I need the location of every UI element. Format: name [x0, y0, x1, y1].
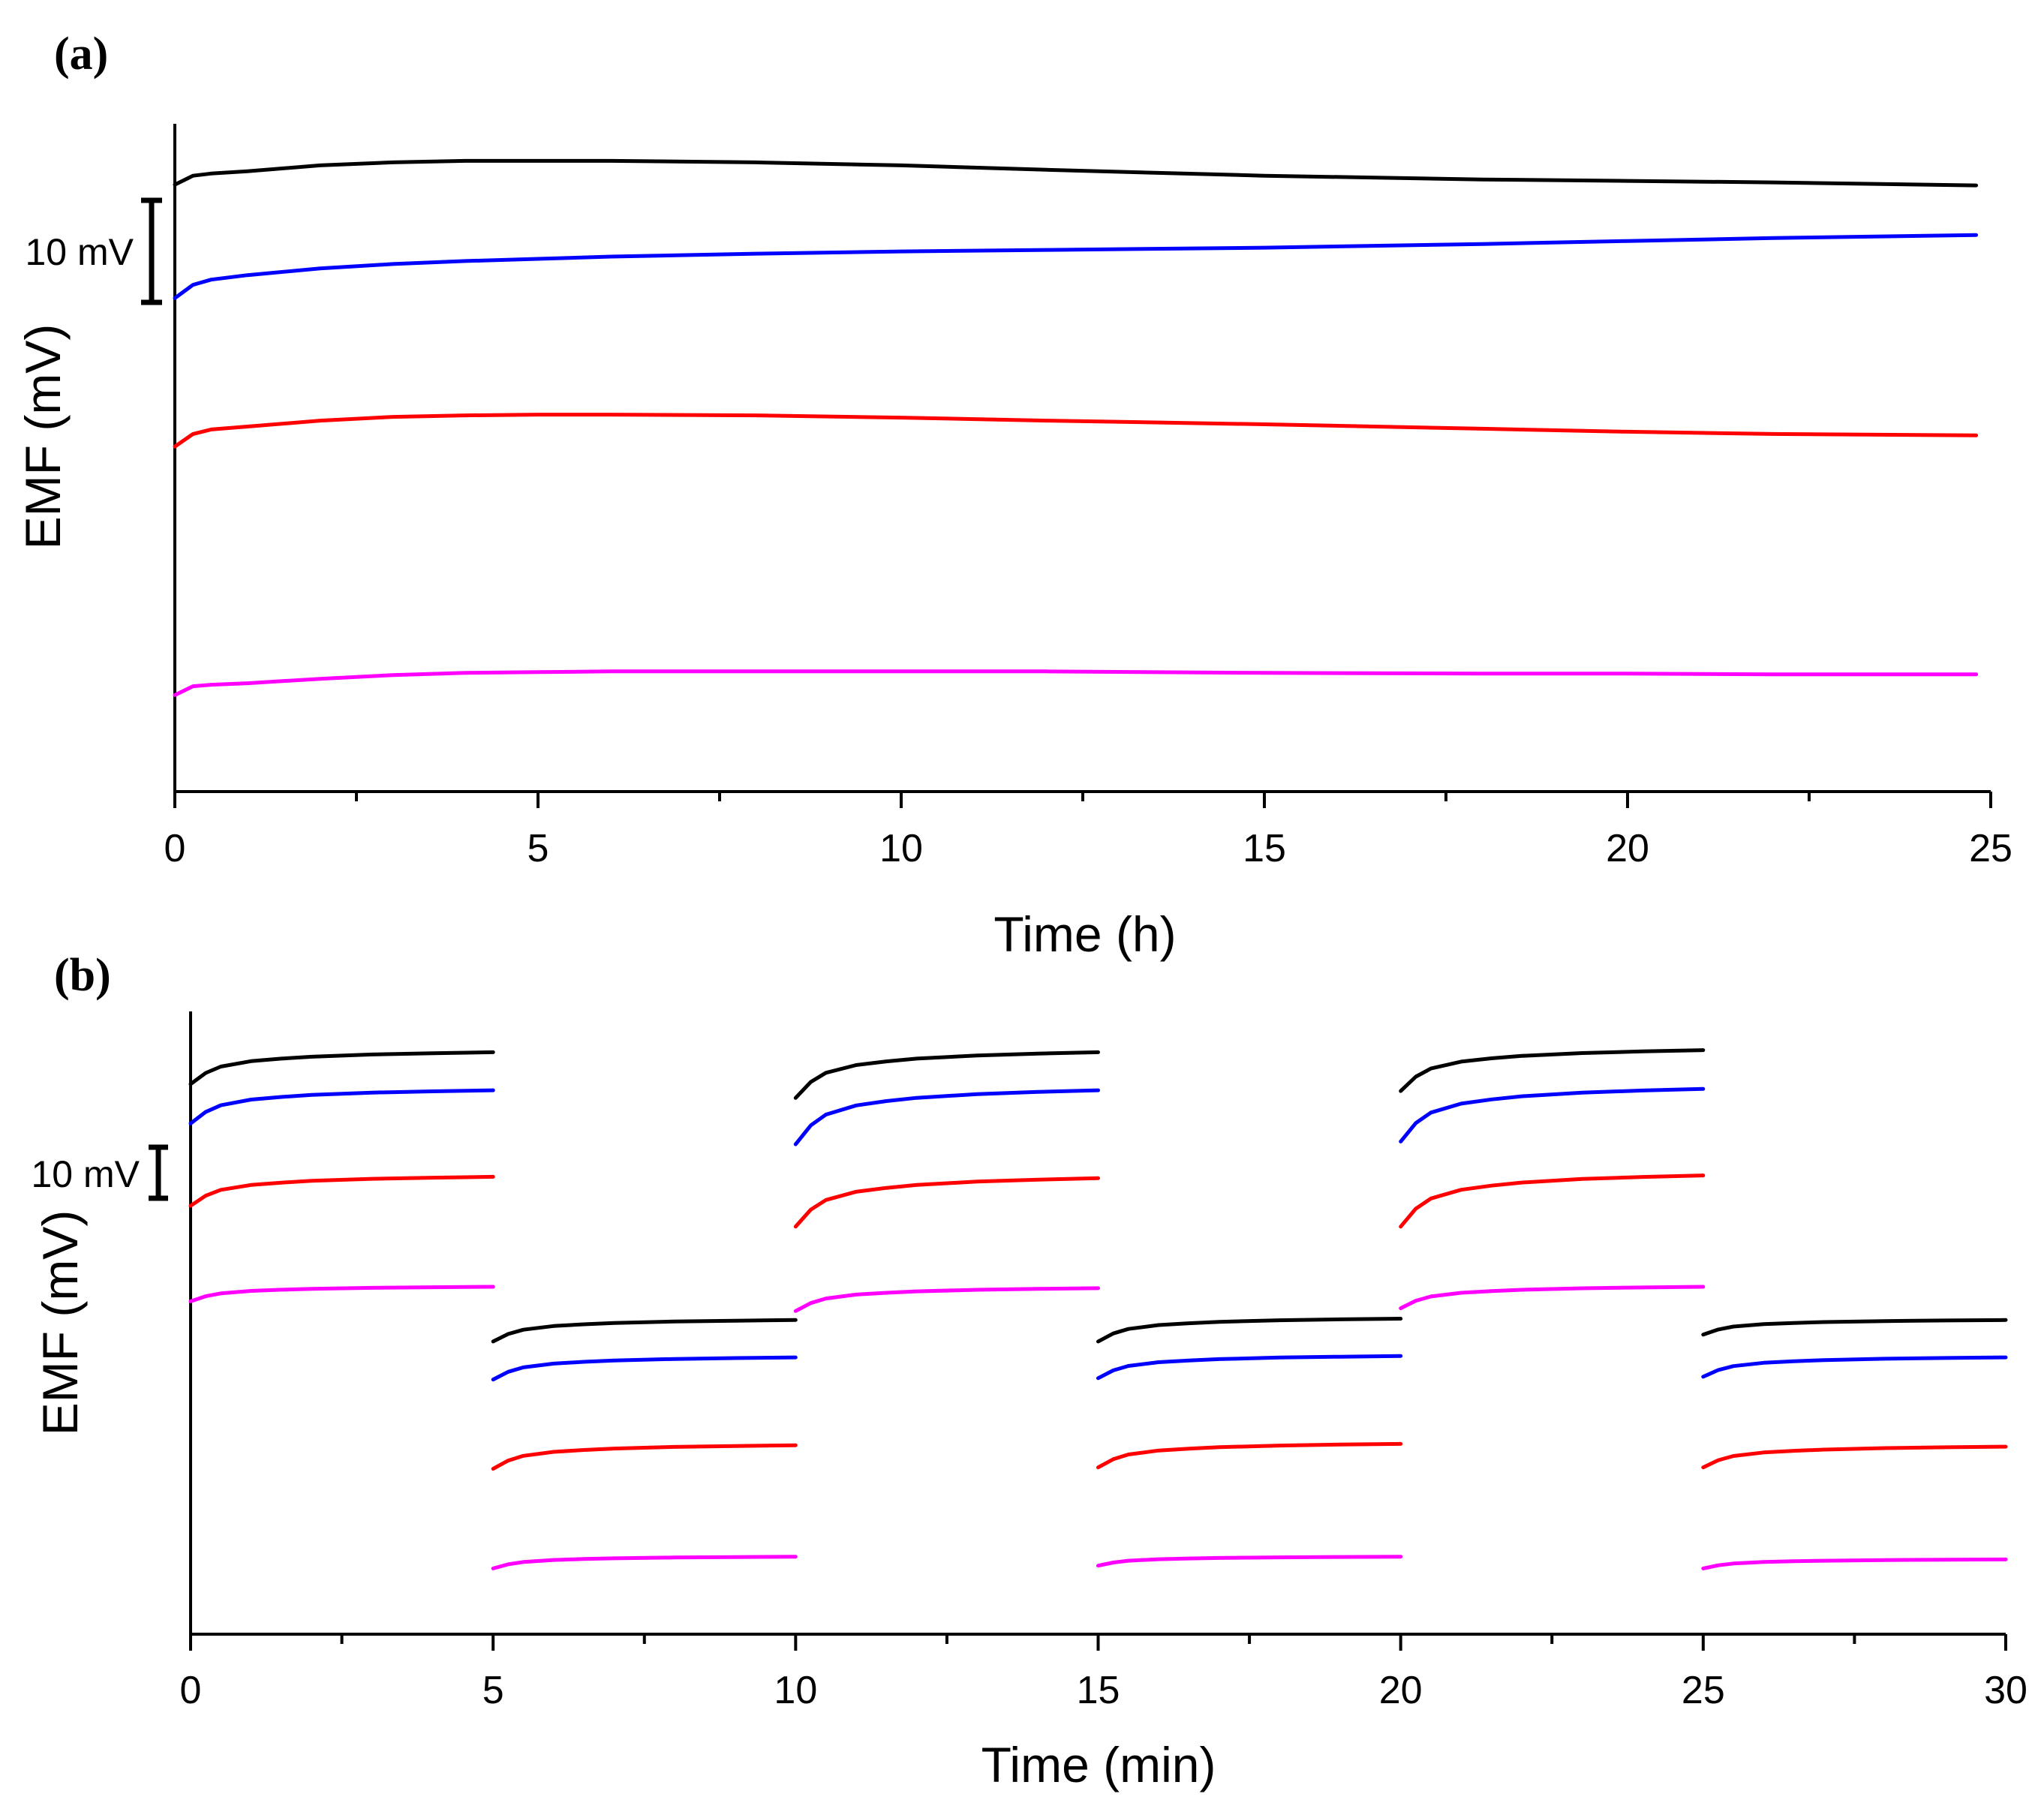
panel-b-x-ticks: 0 5 10 15 20 25 30: [180, 1634, 2027, 1712]
panel-b-series-black-segment-5: [1399, 1048, 1706, 1093]
panel-a-x-tick-label: 25: [1969, 827, 2012, 870]
panel-b-x-tick-label: 10: [774, 1669, 817, 1712]
panel-b-series-magenta-segment-2: [491, 1555, 798, 1570]
panel-b-scale-bar: [149, 1144, 168, 1201]
panel-b-series-blue-segment-6: [1701, 1355, 2008, 1379]
panel-b-series-red-segment-3: [793, 1176, 1100, 1229]
panel-a-series-black: [173, 158, 1979, 188]
panel-b-x-tick-label: 25: [1682, 1669, 1725, 1712]
panel-b-series-blue-segment-5: [1399, 1086, 1706, 1143]
panel-b-series-blue-segment-4: [1096, 1354, 1403, 1381]
panel-a: (a) 0 5 10 15 20 25 10 mV Time (h) EMF (mV): [15, 29, 2012, 962]
panel-b-series-red-segment-1: [188, 1174, 495, 1208]
panel-b-x-tick-label: 20: [1379, 1669, 1423, 1712]
panel-b-y-title: EMF (mV): [32, 1210, 88, 1436]
panel-a-x-tick-label: 5: [528, 827, 549, 870]
panel-b-series-black-segment-6: [1701, 1318, 2008, 1337]
panel-a-scale-label: 10 mV: [25, 231, 134, 273]
panel-b-series-blue-segment-2: [491, 1355, 798, 1382]
panel-b-series: [188, 1048, 2008, 1570]
panel-a-x-ticks: 0 5 10 15 20 25: [164, 792, 2012, 870]
panel-b-series-black-segment-1: [188, 1050, 495, 1086]
panel-b-series-black-segment-4: [1096, 1317, 1403, 1344]
panel-b-series-black-segment-2: [491, 1318, 798, 1344]
panel-b-series-red-segment-6: [1701, 1444, 2008, 1470]
panel-a-x-tick-label: 0: [164, 827, 186, 870]
panel-b-x-tick-label: 15: [1077, 1669, 1120, 1712]
panel-b-x-tick-label: 5: [482, 1669, 504, 1712]
panel-b-series-blue-segment-1: [188, 1088, 495, 1125]
panel-a-series-blue: [173, 233, 1979, 300]
panel-a-series-red: [173, 413, 1979, 449]
panel-b: (b) 0 5 10 15 20 25 30 10 mV Time (min) EMF (m…: [31, 950, 2027, 1792]
panel-b-series-red-segment-2: [491, 1443, 798, 1471]
panel-a-x-tick-label: 15: [1243, 827, 1286, 870]
panel-b-series-red-segment-5: [1399, 1173, 1706, 1229]
panel-a-label: (a): [54, 29, 108, 80]
panel-b-series-magenta-segment-1: [188, 1285, 495, 1303]
panel-a-x-title: Time (h): [993, 906, 1176, 962]
panel-a-series: [173, 158, 1979, 697]
panel-b-series-red-segment-4: [1096, 1441, 1403, 1470]
panel-a-x-tick-label: 20: [1606, 827, 1649, 870]
panel-b-series-black-segment-3: [793, 1050, 1100, 1100]
panel-b-series-magenta-segment-3: [793, 1286, 1100, 1313]
panel-a-y-title: EMF (mV): [15, 324, 71, 550]
panel-b-scale-label: 10 mV: [31, 1153, 140, 1195]
panel-a-x-tick-label: 10: [879, 827, 923, 870]
panel-b-series-magenta-segment-6: [1701, 1557, 2008, 1570]
panel-b-series-magenta-segment-5: [1399, 1285, 1706, 1311]
panel-a-scale-bar: [141, 197, 162, 305]
panel-b-x-tick-label: 30: [1984, 1669, 2027, 1712]
panel-a-series-magenta: [173, 669, 1979, 697]
panel-b-label: (b): [54, 950, 111, 1001]
panel-b-series-magenta-segment-4: [1096, 1555, 1403, 1568]
panel-b-x-tick-label: 0: [180, 1669, 202, 1712]
panel-b-series-blue-segment-3: [793, 1088, 1100, 1146]
panel-b-x-title: Time (min): [981, 1737, 1216, 1792]
